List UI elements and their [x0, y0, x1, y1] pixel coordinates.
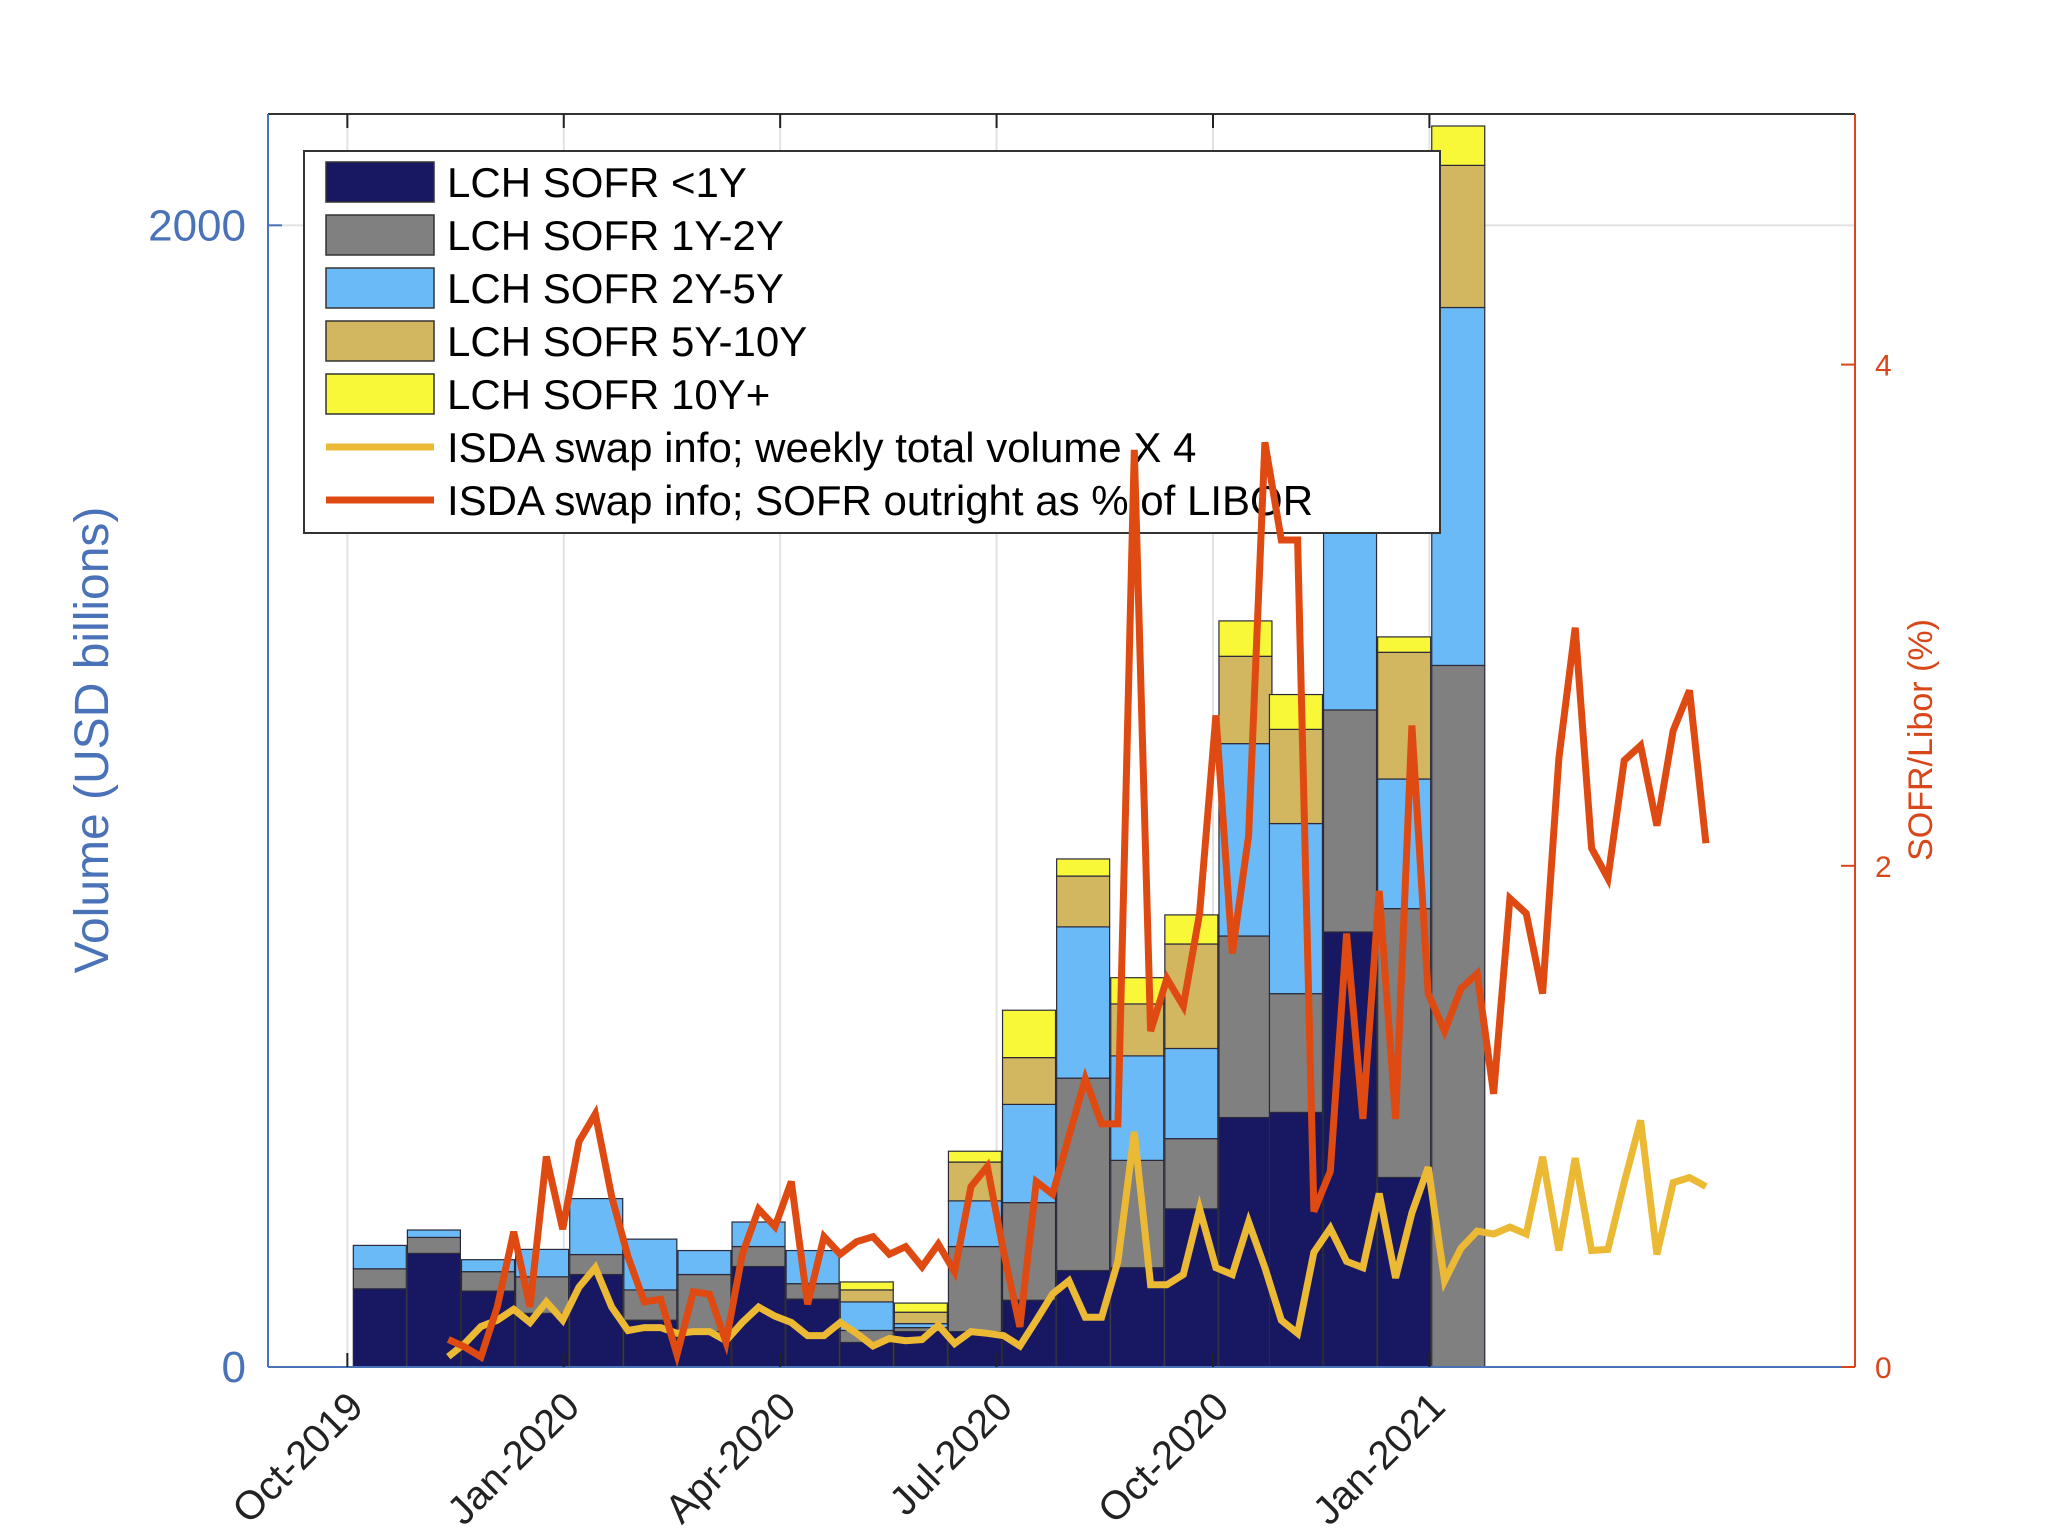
- legend-label: LCH SOFR 10Y+: [447, 371, 770, 418]
- y-tick-label-left: 0: [222, 1343, 246, 1392]
- bar-segment-2y-5y: [460, 1259, 516, 1273]
- bar-segment-2y-5y: [352, 1244, 407, 1270]
- y-tick-label-right: 2: [1875, 851, 1892, 884]
- bar-segment-1y-2y: [352, 1268, 407, 1290]
- legend-swatch: [325, 373, 435, 415]
- bar-segment-2y-5y: [1268, 822, 1324, 995]
- bar-segment-lt1y: [839, 1341, 894, 1368]
- bar-segment-2y-5y: [1056, 926, 1111, 1079]
- bar-segment-1y-2y: [406, 1236, 462, 1255]
- bar-segment-1y-2y: [1218, 935, 1273, 1119]
- bar-segment-5y-10y: [1268, 728, 1324, 825]
- legend-label: LCH SOFR 1Y-2Y: [447, 212, 784, 259]
- y-axis-label-right: SOFR/Libor (%): [1902, 619, 1940, 861]
- legend-swatch: [325, 214, 435, 256]
- bar-segment-10yplus: [1056, 858, 1111, 877]
- legend-label: ISDA swap info; SOFR outright as % of LI…: [447, 477, 1313, 524]
- legend-swatch: [325, 161, 435, 203]
- bar-segment-5y-10y: [1056, 875, 1111, 928]
- y-tick-label-left: 2000: [148, 201, 246, 250]
- bar-segment-10yplus: [1268, 693, 1324, 730]
- bar-segment-lt1y: [352, 1288, 407, 1368]
- bar-segment-1y-2y: [1164, 1138, 1219, 1210]
- bar-segment-2y-5y: [677, 1249, 732, 1276]
- bar-segment-5y-10y: [1218, 655, 1273, 745]
- y-tick-label-right: 4: [1875, 350, 1892, 383]
- legend-box: [303, 150, 1441, 534]
- bar-segment-5y-10y: [1377, 651, 1432, 780]
- bar-segment-10yplus: [947, 1150, 1003, 1163]
- bar-segment-lt1y: [1377, 1176, 1432, 1368]
- bar-segment-2y-5y: [406, 1229, 462, 1239]
- y-axis-label-left: Volume (USD billions): [66, 507, 119, 974]
- legend-label: LCH SOFR 2Y-5Y: [447, 265, 784, 312]
- legend: LCH SOFR <1Y LCH SOFR 1Y-2Y LCH SOFR 2Y-5Y…: [303, 150, 1441, 534]
- bar-segment-2y-5y: [1164, 1047, 1219, 1140]
- y-tick-labels: 0 2000 0 2 4: [148, 201, 1892, 1392]
- y-tick-label-right: 0: [1875, 1352, 1892, 1385]
- legend-swatch: [325, 267, 435, 309]
- bar-segment-2y-5y: [731, 1221, 786, 1248]
- legend-label: LCH SOFR 5Y-10Y: [447, 318, 807, 365]
- bar-segment-10yplus: [1431, 125, 1486, 166]
- bar-segment-1y-2y: [1322, 709, 1378, 933]
- bar-segment-10yplus: [1218, 620, 1273, 657]
- bar-segment-10yplus: [1164, 914, 1219, 945]
- bar-segment-10yplus: [1377, 636, 1432, 653]
- sofr-libor-pct-line: [446, 441, 1710, 1368]
- bar-segment-10yplus: [1001, 1009, 1057, 1059]
- bar-segment-5y-10y: [1001, 1057, 1057, 1106]
- isda-volume-line: [446, 1119, 1708, 1360]
- bar-segment-2y-5y: [839, 1301, 894, 1332]
- legend-swatch: [325, 320, 435, 362]
- lines-group: [446, 441, 1710, 1368]
- bar-segment-10yplus: [893, 1302, 948, 1313]
- bar-segment-1y-2y: [1056, 1077, 1111, 1272]
- bar-segment-5y-10y: [839, 1289, 894, 1303]
- bar-segment-10yplus: [839, 1281, 894, 1291]
- legend-label: ISDA swap info; weekly total volume X 4: [447, 424, 1196, 471]
- axes-group: [267, 113, 1856, 1368]
- legend-label: LCH SOFR <1Y: [447, 159, 747, 206]
